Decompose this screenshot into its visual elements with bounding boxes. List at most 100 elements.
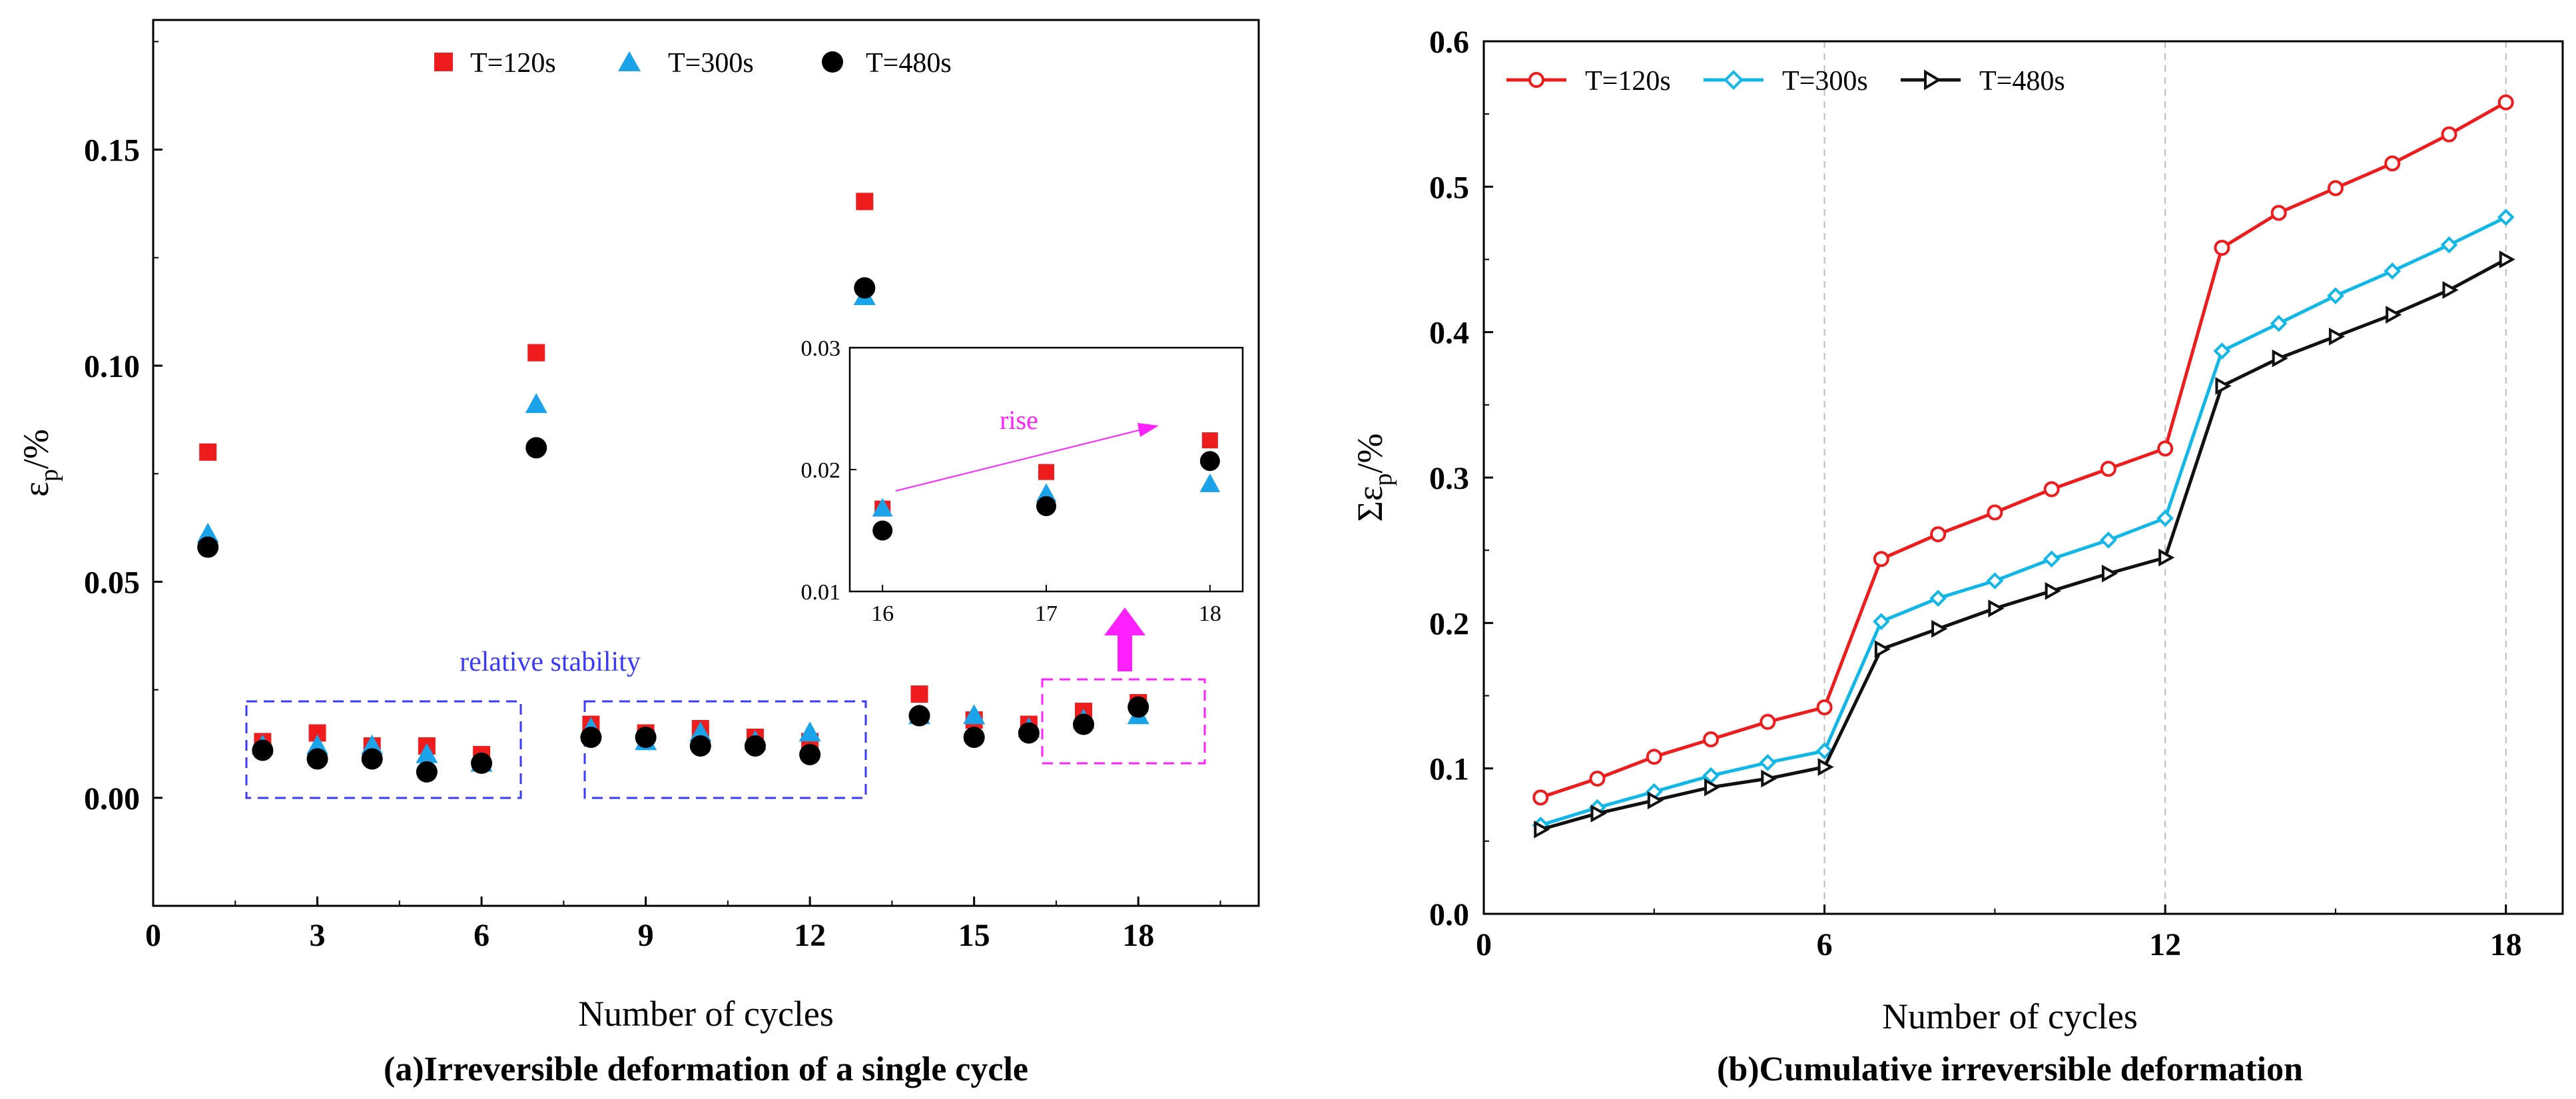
inset-y-tick-label: 0.03 [801, 336, 841, 361]
data-point-t-120s [2497, 94, 2514, 111]
data-point-t-300s [2384, 262, 2402, 280]
x-tick-label: 18 [2490, 927, 2522, 962]
zoom-arrow-shaft [1118, 633, 1132, 671]
data-point-t-120s [2270, 204, 2287, 221]
data-point-t-120s [2157, 440, 2174, 457]
data-point-t-480s [1018, 722, 1040, 744]
inset-plot: 16 17 18 0.01 0.02 0.03 rise [801, 336, 1244, 626]
data-point-t-300s [416, 743, 438, 763]
data-point-t-480s [580, 726, 602, 748]
data-point-t-480s [1647, 791, 1664, 810]
rise-box-cycles-16-18 [1041, 678, 1206, 765]
panel-b-plot-frame [1482, 40, 2564, 915]
data-point-t-120s [2043, 481, 2060, 498]
data-point-t-120s [1930, 526, 1947, 543]
data-point-t-300s [1759, 754, 1777, 771]
data-point-t-120s [527, 344, 545, 362]
data-point-t-120s [1589, 770, 1606, 787]
data-point-t-300s [2156, 510, 2174, 527]
x-tick-label: 15 [958, 918, 990, 953]
inset-point-t-300s [872, 498, 893, 517]
data-point-t-480s [1590, 804, 1607, 823]
rise-arrow-line [895, 428, 1147, 492]
data-point-t-120s [2327, 180, 2344, 196]
panel-a-x-axis-title: Number of cycles [578, 994, 834, 1034]
y-tick-label: 0.3 [1429, 461, 1469, 496]
x-tick-label: 18 [1122, 918, 1154, 953]
data-point-t-300s [2440, 236, 2458, 254]
data-point-t-480s [525, 437, 547, 459]
legend-b-label-t300: T=300s [1782, 66, 1868, 97]
data-point-t-300s [2327, 287, 2344, 304]
data-point-t-300s [525, 393, 547, 414]
y-tick-label: 0.5 [1429, 170, 1469, 205]
panel-b-x-axis-title: Number of cycles [1882, 996, 2138, 1036]
panel-a-data-marks [196, 192, 1149, 783]
data-point-t-480s [1761, 769, 1777, 788]
x-tick-label: 9 [638, 918, 654, 953]
inset-point-t-120s [1038, 464, 1054, 480]
panel-a-y-axis-unit: /% [16, 429, 56, 469]
data-point-t-120s [1646, 749, 1662, 765]
y-tick-label: 0.00 [84, 781, 140, 817]
data-point-t-120s [1703, 731, 1720, 747]
legend-a-label-t120: T=120s [470, 48, 556, 79]
legend-a-marker-t120 [434, 53, 453, 71]
inset-point-t-120s [1201, 432, 1218, 449]
data-point-t-480s [1931, 619, 1948, 638]
data-point-t-120s [1987, 504, 2003, 521]
data-point-t-480s [1817, 758, 1834, 776]
inset-x-tick-label: 16 [871, 601, 894, 626]
data-point-t-480s [963, 726, 985, 748]
data-point-t-300s [306, 734, 329, 755]
data-point-t-120s [2441, 126, 2457, 143]
data-point-t-480s [2328, 327, 2346, 346]
inset-point-t-300s [1199, 473, 1221, 492]
panel-b-legend: T=120s T=300s T=480s [1506, 66, 2065, 97]
data-point-t-300s [2043, 550, 2061, 568]
legend-b-label-t120: T=120s [1585, 66, 1671, 97]
stability-box-cycles-2-6 [245, 700, 522, 799]
data-point-t-480s [908, 705, 930, 727]
series-line-t-480s [1540, 258, 2507, 831]
x-tick-label: 12 [794, 918, 826, 953]
data-point-t-120s [1873, 551, 1889, 567]
x-tick-label: 0 [145, 918, 161, 953]
panel-a-legend: T=120s T=300s T=480s [434, 48, 952, 79]
data-point-t-120s [856, 192, 874, 210]
legend-a-label-t300: T=300s [668, 48, 754, 79]
data-point-t-120s [1760, 713, 1776, 730]
panel-b-y-axis-subscript: p [1369, 473, 1397, 486]
data-point-t-480s [2045, 581, 2061, 600]
inset-x-tick-label: 17 [1035, 601, 1058, 626]
panel-b-data-marks [1532, 94, 2515, 839]
data-point-t-300s [1873, 613, 1890, 630]
series-line-t-120s [1540, 101, 2507, 799]
legend-a-label-t480: T=480s [866, 48, 952, 79]
panel-b-vertical-gridlines [1823, 41, 2507, 914]
y-tick-label: 0.6 [1429, 25, 1469, 60]
data-point-t-300s [2213, 342, 2231, 360]
panel-a-y-axis-symbol: ε [16, 482, 56, 497]
inset-point-t-300s [1036, 483, 1057, 502]
data-point-t-480s [1127, 696, 1149, 718]
data-point-t-480s [2386, 306, 2402, 324]
panel-a-y-axis-subscript: p [35, 469, 63, 482]
panel-a-plot-frame [152, 19, 1260, 907]
data-point-t-300s [963, 704, 986, 725]
data-point-t-120s [2384, 155, 2401, 172]
legend-b-marker-t480 [1924, 69, 1941, 91]
data-point-t-480s [416, 761, 438, 783]
legend-b-marker-t300 [1724, 70, 1744, 90]
legend-a-marker-t300 [618, 51, 641, 71]
data-point-t-120s [2214, 240, 2230, 256]
inset-data-marks [872, 432, 1221, 541]
data-point-t-480s [854, 277, 876, 299]
y-tick-label: 0.05 [84, 565, 140, 600]
data-point-t-480s [2101, 564, 2118, 583]
panel-b-axis-ticks: 0 6 12 18 0.0 0.1 0.2 0.3 0.4 0.5 0.6 [1429, 25, 2522, 962]
data-point-t-480s [252, 739, 274, 761]
x-tick-label: 6 [1817, 927, 1833, 962]
stability-box-cycles-8-12 [583, 700, 867, 799]
